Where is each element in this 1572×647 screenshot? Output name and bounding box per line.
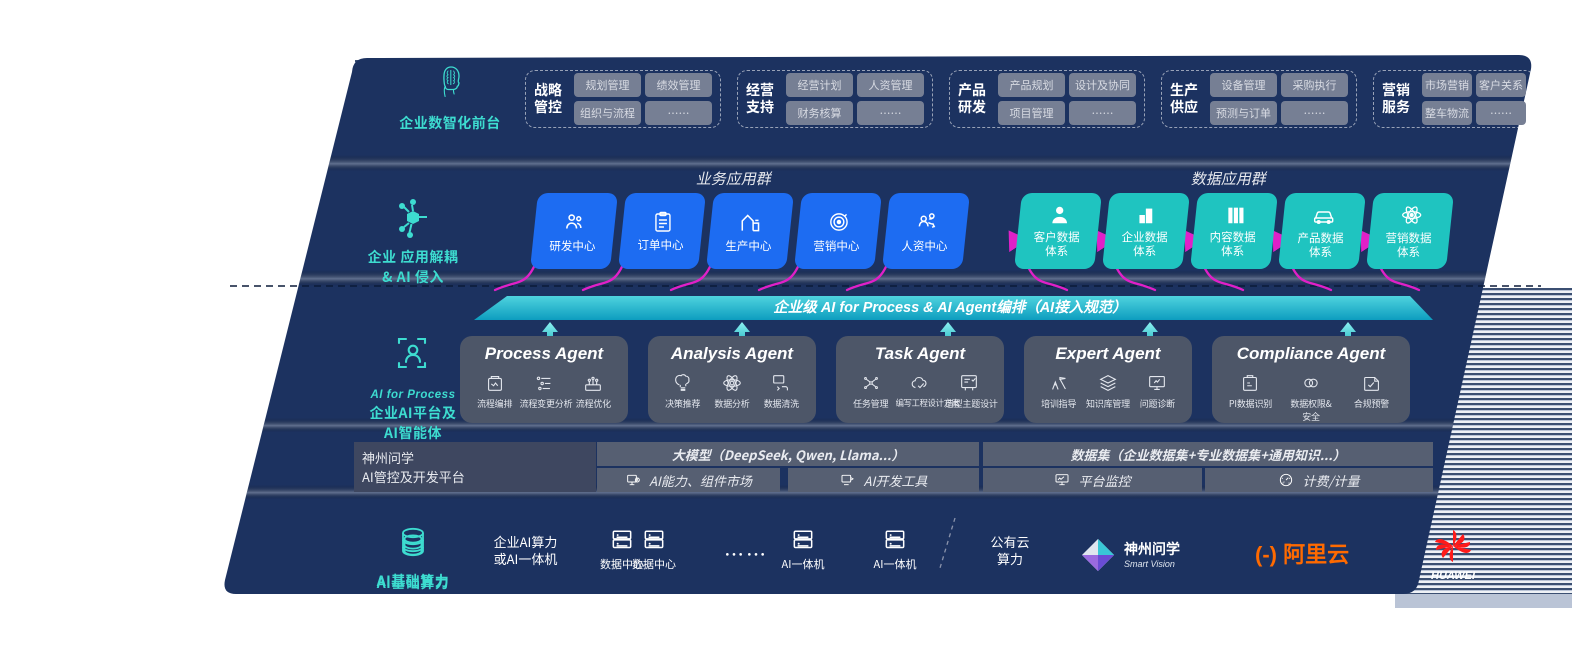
- svg-text:(-) 阿里云: (-) 阿里云: [1255, 542, 1349, 567]
- svg-text:神州问学: 神州问学: [1124, 541, 1180, 557]
- svg-text:Smart Vision: Smart Vision: [1124, 559, 1175, 569]
